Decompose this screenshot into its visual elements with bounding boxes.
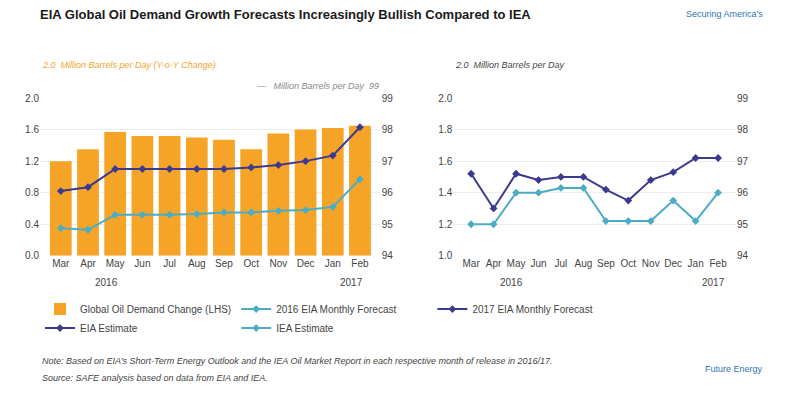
svg-text:95: 95	[737, 219, 749, 230]
svg-text:Jul: Jul	[555, 258, 568, 269]
svg-text:IEA Estimate: IEA Estimate	[276, 323, 334, 334]
svg-text:2.0 Million Barrels per Day (: 2.0 Million Barrels per Day (Y-o-Y Chang…	[42, 60, 216, 70]
svg-text:EIA Global Oil Demand Growth F: EIA Global Oil Demand Growth Forecasts I…	[40, 7, 531, 22]
svg-text:May: May	[507, 258, 526, 269]
svg-text:1.6: 1.6	[438, 156, 452, 167]
svg-text:May: May	[106, 258, 125, 269]
svg-text:Jul: Jul	[163, 258, 176, 269]
svg-text:1.4: 1.4	[438, 187, 452, 198]
svg-text:Jun: Jun	[134, 258, 150, 269]
svg-text:2.0: 2.0	[438, 93, 452, 104]
svg-text:Note: Based on EIA’s Short-Ter: Note: Based on EIA’s Short-Term Energy O…	[42, 356, 553, 366]
svg-text:0.8: 0.8	[25, 187, 39, 198]
svg-text:Sep: Sep	[215, 258, 233, 269]
svg-text:1.2: 1.2	[25, 156, 39, 167]
svg-text:Aug: Aug	[575, 258, 593, 269]
svg-text:Dec: Dec	[297, 258, 315, 269]
svg-text:94: 94	[737, 250, 749, 261]
svg-text:2016: 2016	[500, 277, 523, 288]
svg-text:Sep: Sep	[597, 258, 615, 269]
svg-text:Oct: Oct	[621, 258, 637, 269]
svg-text:94: 94	[382, 250, 394, 261]
svg-text:2017: 2017	[340, 277, 363, 288]
svg-text:1.2: 1.2	[438, 219, 452, 230]
svg-text:Jan: Jan	[688, 258, 704, 269]
svg-text:Mar: Mar	[52, 258, 70, 269]
svg-text:97: 97	[382, 156, 394, 167]
svg-text:Feb: Feb	[709, 258, 727, 269]
svg-text:Global Oil Demand Change (LHS): Global Oil Demand Change (LHS)	[80, 304, 231, 315]
svg-text:Nov: Nov	[269, 258, 287, 269]
svg-text:EIA Estimate: EIA Estimate	[80, 323, 138, 334]
svg-text:97: 97	[737, 156, 749, 167]
svg-text:2017: 2017	[702, 277, 725, 288]
svg-text:2.0 Million Barrels per Day: 2.0 Million Barrels per Day	[455, 60, 565, 70]
svg-text:96: 96	[737, 187, 749, 198]
svg-text:2.0: 2.0	[25, 93, 39, 104]
svg-text:Dec: Dec	[664, 258, 682, 269]
svg-text:Oct: Oct	[243, 258, 259, 269]
svg-text:95: 95	[382, 219, 394, 230]
svg-text:Feb: Feb	[351, 258, 369, 269]
svg-text:99: 99	[737, 93, 749, 104]
svg-text:0.4: 0.4	[25, 219, 39, 230]
svg-text:Aug: Aug	[188, 258, 206, 269]
svg-text:Jun: Jun	[530, 258, 546, 269]
svg-text:Apr: Apr	[486, 258, 502, 269]
svg-text:Mar: Mar	[463, 258, 481, 269]
svg-text:98: 98	[737, 124, 749, 135]
svg-text:Future Energy: Future Energy	[705, 364, 763, 374]
svg-text:96: 96	[382, 187, 394, 198]
svg-text:— Million Barrels per Day 9: — Million Barrels per Day 99	[256, 81, 379, 91]
svg-text:1.6: 1.6	[25, 124, 39, 135]
svg-text:99: 99	[382, 93, 394, 104]
svg-text:0.0: 0.0	[25, 250, 39, 261]
svg-text:2016 EIA Monthly Forecast: 2016 EIA Monthly Forecast	[276, 304, 396, 315]
svg-text:1.8: 1.8	[438, 124, 452, 135]
svg-text:Securing America's: Securing America's	[686, 9, 763, 19]
svg-text:Jan: Jan	[325, 258, 341, 269]
svg-text:2016: 2016	[95, 277, 118, 288]
svg-text:98: 98	[382, 124, 394, 135]
svg-text:Nov: Nov	[642, 258, 660, 269]
svg-text:Apr: Apr	[80, 258, 96, 269]
svg-text:2017 EIA Monthly Forecast: 2017 EIA Monthly Forecast	[472, 304, 592, 315]
svg-text:Source: SAFE analysis based on: Source: SAFE analysis based on data from…	[42, 373, 268, 383]
svg-text:1.0: 1.0	[438, 250, 452, 261]
